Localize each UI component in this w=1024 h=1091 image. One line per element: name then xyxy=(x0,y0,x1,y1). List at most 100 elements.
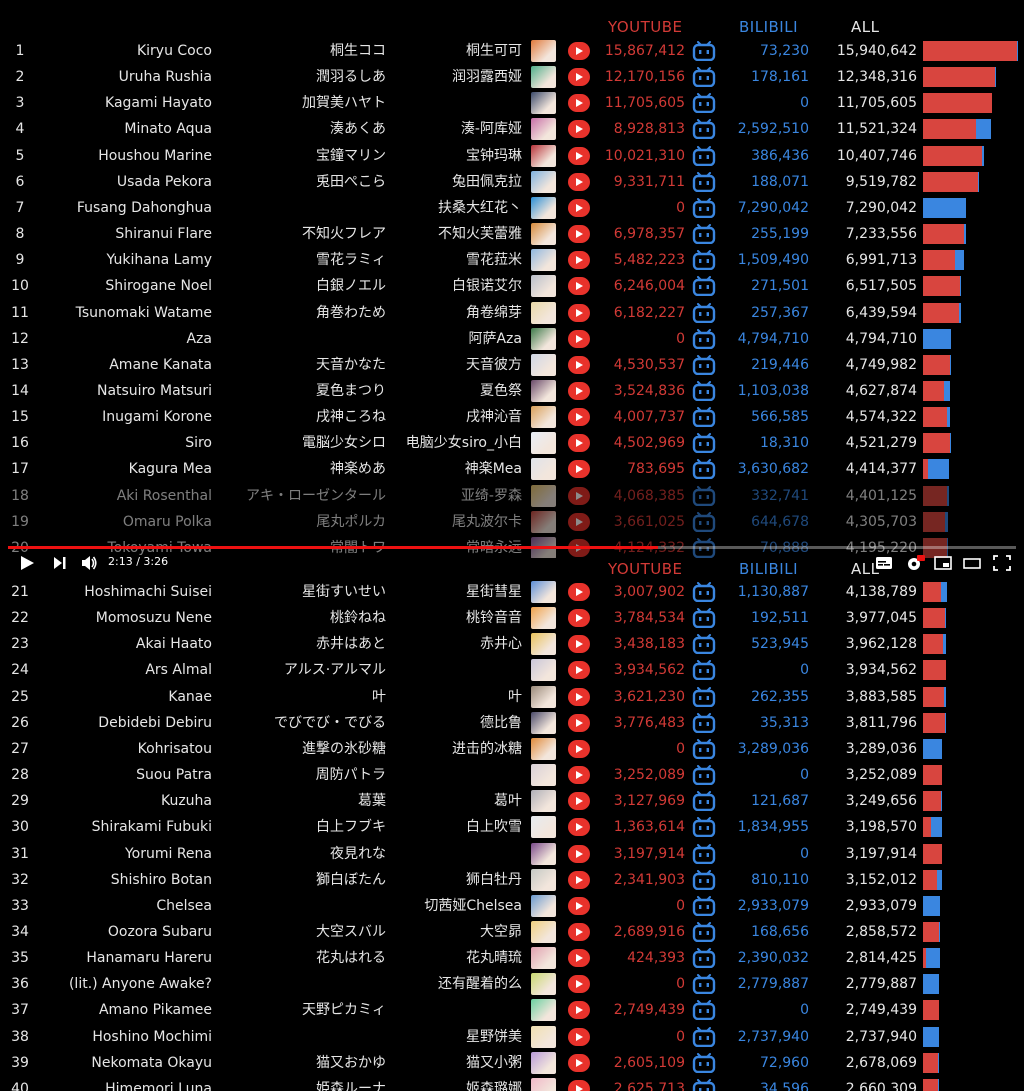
rank: 22 xyxy=(11,610,29,627)
youtube-count: 3,524,836 xyxy=(613,382,685,399)
theater-icon[interactable] xyxy=(963,554,981,572)
youtube-count: 10,021,310 xyxy=(604,147,685,164)
bilibili-count: 178,161 xyxy=(751,69,809,86)
list-item: 17 Kagura Mea 神楽めあ 神楽Mea 783,695 3,630,682 4,4… xyxy=(0,456,1024,482)
youtube-count: 15,867,412 xyxy=(604,43,685,59)
japanese-name: でびでび・でびる xyxy=(274,714,386,731)
english-name: Amano Pikamee xyxy=(98,1002,212,1019)
japanese-name: 白上フブキ xyxy=(316,819,386,836)
rank: 36 xyxy=(11,976,29,993)
total-bar xyxy=(923,1078,939,1091)
bilibili-icon xyxy=(692,171,716,192)
bilibili-bar-segment xyxy=(945,608,947,629)
youtube-bar-segment xyxy=(923,1052,939,1073)
bilibili-count: 192,511 xyxy=(751,610,809,627)
miniplayer-icon[interactable] xyxy=(934,554,952,572)
rank: 29 xyxy=(11,793,29,810)
list-item: 1 Kiryu Coco 桐生ココ 桐生可可 15,867,412 73,230 15,94… xyxy=(0,38,1024,64)
youtube-bar-segment xyxy=(923,250,956,271)
bilibili-icon xyxy=(692,459,716,480)
avatar xyxy=(531,484,556,507)
bilibili-bar-segment xyxy=(938,921,940,942)
total-bar xyxy=(923,948,940,969)
bilibili-icon xyxy=(692,302,716,323)
avatar xyxy=(531,1025,556,1048)
bilibili-count: 0 xyxy=(800,662,809,679)
english-name: Kiryu Coco xyxy=(136,43,212,59)
bilibili-icon xyxy=(692,67,716,88)
bilibili-count: 4,794,710 xyxy=(737,330,809,347)
subtitles-icon[interactable] xyxy=(875,554,893,572)
bilibili-bar-segment xyxy=(923,895,941,916)
bilibili-icon xyxy=(692,738,716,760)
total-bar xyxy=(923,1026,940,1047)
youtube-count: 1,363,614 xyxy=(613,819,685,836)
bilibili-bar-segment xyxy=(923,738,943,759)
chinese-name: 叶 xyxy=(508,688,522,705)
english-name: Siro xyxy=(185,435,212,452)
bilibili-icon xyxy=(692,145,716,166)
rank: 11 xyxy=(11,304,29,321)
youtube-icon xyxy=(568,792,590,811)
english-name: (lit.) Anyone Awake? xyxy=(68,976,212,993)
youtube-icon xyxy=(568,303,590,322)
total-count: 4,521,279 xyxy=(845,435,917,452)
bilibili-icon xyxy=(692,660,716,681)
english-name: Fusang Dahonghua xyxy=(76,199,212,216)
avatar xyxy=(531,685,556,708)
bilibili-icon xyxy=(692,634,716,655)
rank: 7 xyxy=(15,199,25,216)
english-name: Kohrisatou xyxy=(137,740,212,757)
youtube-bar-segment xyxy=(923,921,939,942)
japanese-name: 神楽めあ xyxy=(330,461,386,478)
bilibili-count: 2,779,887 xyxy=(737,976,809,993)
next-icon[interactable] xyxy=(52,554,68,572)
youtube-count: 0 xyxy=(676,976,685,993)
japanese-name: 花丸はれる xyxy=(316,950,386,967)
header-bilibili: BILIBILI xyxy=(739,18,798,36)
total-count: 3,197,914 xyxy=(845,845,917,862)
bilibili-count: 70,888 xyxy=(760,539,809,556)
youtube-count: 3,007,902 xyxy=(613,584,685,600)
japanese-name: 桐生ココ xyxy=(330,43,386,59)
youtube-count: 2,341,903 xyxy=(613,871,685,888)
settings-icon[interactable] xyxy=(905,554,925,572)
english-name: Aza xyxy=(186,330,212,347)
total-count: 3,198,570 xyxy=(845,819,917,836)
bilibili-count: 523,945 xyxy=(751,636,809,653)
youtube-bar-segment xyxy=(923,302,960,323)
play-icon[interactable] xyxy=(18,554,36,572)
avatar xyxy=(531,920,556,943)
bilibili-count: 0 xyxy=(800,1002,809,1019)
total-bar xyxy=(923,511,949,532)
rank: 18 xyxy=(11,487,29,504)
youtube-icon xyxy=(568,251,590,270)
rank: 24 xyxy=(11,662,29,679)
bilibili-count: 18,310 xyxy=(760,435,809,452)
total-bar xyxy=(923,250,965,271)
volume-icon[interactable] xyxy=(80,554,98,572)
chinese-name: 润羽露西娅 xyxy=(452,69,522,86)
chinese-name: 湊-阿库娅 xyxy=(460,121,522,138)
avatar xyxy=(531,510,556,533)
progress-fill xyxy=(8,546,659,549)
youtube-count: 3,127,969 xyxy=(613,793,685,810)
rank: 25 xyxy=(11,688,29,705)
rank: 14 xyxy=(11,382,29,399)
japanese-name: 姫森ルーナ xyxy=(316,1080,386,1091)
fullscreen-icon[interactable] xyxy=(993,554,1011,572)
japanese-name: 夜見れな xyxy=(330,845,386,862)
youtube-icon xyxy=(568,1053,590,1072)
youtube-count: 6,246,004 xyxy=(613,278,685,295)
japanese-name: 白銀ノエル xyxy=(316,278,386,295)
bilibili-bar-segment xyxy=(964,224,966,245)
total-count: 15,940,642 xyxy=(836,43,917,59)
bilibili-count: 566,585 xyxy=(751,409,809,426)
youtube-bar-segment xyxy=(923,948,926,969)
japanese-name: 尾丸ポルカ xyxy=(316,513,386,530)
youtube-icon xyxy=(568,949,590,968)
total-count: 4,401,125 xyxy=(845,487,917,504)
youtube-icon xyxy=(568,739,590,758)
bilibili-icon xyxy=(692,537,716,558)
youtube-count: 6,182,227 xyxy=(613,304,685,321)
